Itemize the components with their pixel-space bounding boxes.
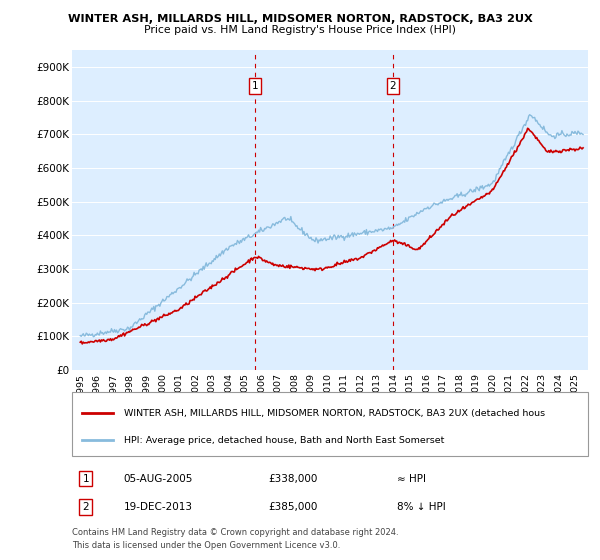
Text: 2: 2: [389, 81, 396, 91]
Text: 8% ↓ HPI: 8% ↓ HPI: [397, 502, 446, 512]
Text: ≈ HPI: ≈ HPI: [397, 474, 426, 483]
Text: Price paid vs. HM Land Registry's House Price Index (HPI): Price paid vs. HM Land Registry's House …: [144, 25, 456, 35]
Text: 2: 2: [82, 502, 89, 512]
Text: This data is licensed under the Open Government Licence v3.0.: This data is licensed under the Open Gov…: [72, 541, 340, 550]
Text: 19-DEC-2013: 19-DEC-2013: [124, 502, 193, 512]
Text: WINTER ASH, MILLARDS HILL, MIDSOMER NORTON, RADSTOCK, BA3 2UX (detached hous: WINTER ASH, MILLARDS HILL, MIDSOMER NORT…: [124, 408, 545, 418]
Text: £338,000: £338,000: [268, 474, 317, 483]
Text: £385,000: £385,000: [268, 502, 317, 512]
Text: 1: 1: [82, 474, 89, 483]
FancyBboxPatch shape: [72, 392, 588, 456]
Text: 1: 1: [252, 81, 259, 91]
Text: Contains HM Land Registry data © Crown copyright and database right 2024.: Contains HM Land Registry data © Crown c…: [72, 528, 398, 538]
Text: HPI: Average price, detached house, Bath and North East Somerset: HPI: Average price, detached house, Bath…: [124, 436, 444, 445]
Text: WINTER ASH, MILLARDS HILL, MIDSOMER NORTON, RADSTOCK, BA3 2UX: WINTER ASH, MILLARDS HILL, MIDSOMER NORT…: [68, 14, 532, 24]
Text: 05-AUG-2005: 05-AUG-2005: [124, 474, 193, 483]
